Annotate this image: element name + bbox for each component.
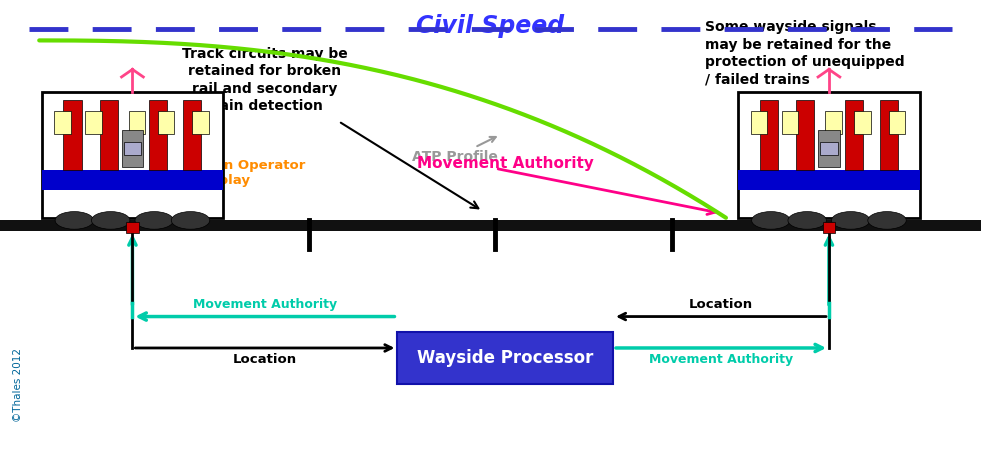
Circle shape bbox=[788, 211, 826, 229]
Bar bbox=[129, 111, 145, 133]
Bar bbox=[192, 111, 209, 133]
Bar bbox=[846, 100, 863, 170]
Bar bbox=[823, 222, 835, 233]
Text: Wayside Processor: Wayside Processor bbox=[417, 349, 594, 367]
Text: ©Thales 2012: ©Thales 2012 bbox=[13, 348, 23, 422]
Text: Track circuits may be
retained for broken
rail and secondary
train detection: Track circuits may be retained for broke… bbox=[182, 47, 347, 113]
Bar bbox=[760, 100, 778, 170]
Text: Civil Speed: Civil Speed bbox=[417, 14, 564, 38]
Bar bbox=[0, 220, 981, 231]
Bar bbox=[100, 100, 118, 170]
Text: Movement Authority: Movement Authority bbox=[417, 156, 594, 172]
Circle shape bbox=[91, 211, 129, 229]
Bar bbox=[820, 142, 838, 155]
Bar bbox=[750, 111, 767, 133]
Bar bbox=[854, 111, 871, 133]
Bar bbox=[739, 170, 920, 190]
Bar bbox=[818, 130, 840, 167]
Bar bbox=[158, 111, 175, 133]
FancyBboxPatch shape bbox=[42, 92, 224, 218]
Bar bbox=[782, 111, 799, 133]
Circle shape bbox=[832, 211, 870, 229]
Bar bbox=[797, 100, 814, 170]
Text: Movement Authority: Movement Authority bbox=[193, 298, 336, 311]
Bar bbox=[889, 111, 905, 133]
Bar bbox=[85, 111, 102, 133]
Bar bbox=[825, 111, 842, 133]
Bar bbox=[183, 100, 201, 170]
Circle shape bbox=[55, 211, 93, 229]
Bar bbox=[124, 142, 141, 155]
Circle shape bbox=[172, 211, 210, 229]
Text: Train Operator
Display: Train Operator Display bbox=[142, 158, 305, 187]
Bar bbox=[122, 130, 143, 167]
Circle shape bbox=[751, 211, 790, 229]
Bar bbox=[54, 111, 71, 133]
Text: Some wayside signals
may be retained for the
protection of unequipped
/ failed t: Some wayside signals may be retained for… bbox=[704, 20, 904, 86]
Text: Location: Location bbox=[689, 298, 753, 311]
Bar bbox=[127, 222, 138, 233]
Text: Movement Authority: Movement Authority bbox=[649, 353, 793, 366]
FancyBboxPatch shape bbox=[397, 332, 613, 384]
Text: ATP Profile: ATP Profile bbox=[412, 137, 498, 164]
FancyBboxPatch shape bbox=[739, 92, 920, 218]
Bar bbox=[64, 100, 81, 170]
Bar bbox=[149, 100, 167, 170]
Circle shape bbox=[135, 211, 174, 229]
Text: Location: Location bbox=[232, 353, 297, 366]
Bar bbox=[880, 100, 898, 170]
Circle shape bbox=[868, 211, 906, 229]
Bar bbox=[42, 170, 224, 190]
